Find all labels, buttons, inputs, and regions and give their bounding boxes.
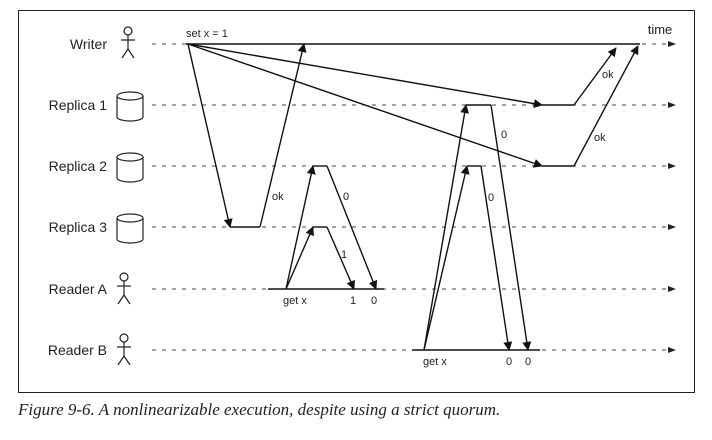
time-axis-label: time bbox=[648, 22, 673, 37]
response-value-replica-3-a: 1 bbox=[341, 249, 347, 261]
timeline-arrowheads bbox=[668, 41, 676, 353]
timelines bbox=[152, 43, 668, 351]
database-icon bbox=[116, 91, 144, 122]
person-icon bbox=[117, 333, 131, 366]
reader-a-result-2: 0 bbox=[371, 295, 377, 307]
person-icon bbox=[121, 26, 135, 59]
operation-spans bbox=[186, 43, 640, 351]
response-value-replica-2-a: 0 bbox=[343, 191, 349, 203]
database-icon bbox=[116, 213, 144, 244]
lane-label-replica-2: Replica 2 bbox=[49, 158, 108, 174]
reader-a-request-label: get x bbox=[283, 295, 307, 307]
ack-label-replica-1: ok bbox=[602, 69, 614, 81]
response-value-replica-2-b: 0 bbox=[488, 192, 494, 204]
diagram-frame bbox=[18, 10, 695, 393]
ack-label-replica-2: ok bbox=[594, 132, 606, 144]
write-label: set x = 1 bbox=[186, 28, 228, 40]
person-icon bbox=[117, 272, 131, 305]
lane-label-reader-a: Reader A bbox=[49, 281, 108, 297]
reader-b-result-2: 0 bbox=[525, 356, 531, 368]
lane-label-replica-3: Replica 3 bbox=[49, 219, 108, 235]
reader-b-request-label: get x bbox=[423, 356, 447, 368]
messages bbox=[187, 43, 639, 351]
database-icon bbox=[116, 152, 144, 183]
lane-label-reader-b: Reader B bbox=[48, 342, 107, 358]
response-value-replica-1-b: 0 bbox=[501, 129, 507, 141]
figure-caption: Figure 9-6. A nonlinearizable execution,… bbox=[18, 400, 501, 419]
lane-label-writer: Writer bbox=[70, 36, 107, 52]
lane-label-replica-1: Replica 1 bbox=[49, 97, 108, 113]
reader-b-result-1: 0 bbox=[506, 356, 512, 368]
ack-label-replica-3: ok bbox=[272, 191, 284, 203]
reader-a-result-1: 1 bbox=[350, 295, 356, 307]
